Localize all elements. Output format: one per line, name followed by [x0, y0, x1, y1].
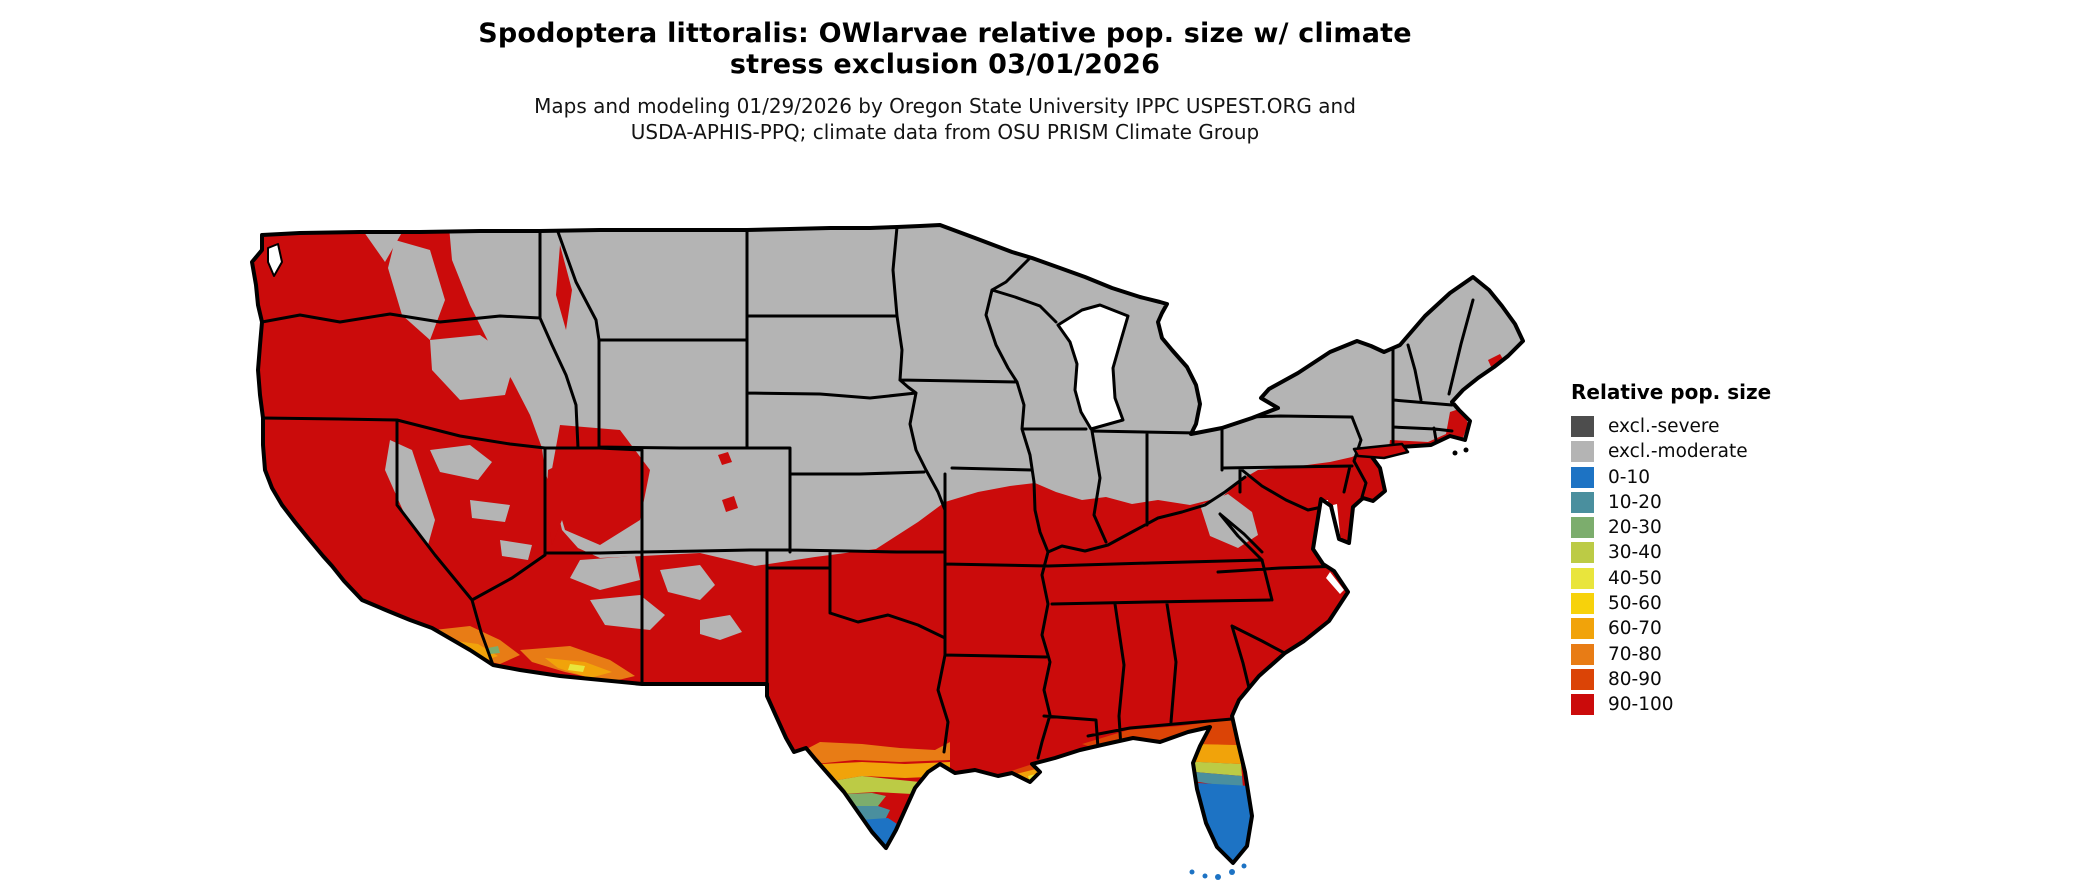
- legend-swatch-p30-40: [1571, 542, 1594, 564]
- figure-titles: Spodoptera littoralis: OWlarvae relative…: [0, 18, 1890, 145]
- legend-item-p40-50: 40-50: [1571, 567, 1861, 589]
- tx-band-60-70: [786, 762, 950, 792]
- legend-swatch-p90-100: [1571, 694, 1594, 716]
- legend-item-p90-100: 90-100: [1571, 694, 1861, 716]
- massachusetts-islands: [1452, 447, 1469, 456]
- long-island: [1352, 442, 1410, 460]
- legend-label-p50-60: 50-60: [1608, 593, 1662, 615]
- legend-item-p20-30: 20-30: [1571, 517, 1861, 539]
- legend-title: Relative pop. size: [1571, 380, 1772, 404]
- legend-label-p90-100: 90-100: [1608, 694, 1674, 716]
- southwest-green-speck: [488, 646, 500, 654]
- puget-sound-water: [267, 243, 283, 277]
- legend-item-p80-90: 80-90: [1571, 668, 1861, 690]
- legend-swatch-p20-30: [1571, 517, 1594, 539]
- tx-band-70-80: [782, 742, 950, 776]
- legend-swatch-excl-severe: [1571, 416, 1594, 437]
- florida-keys: [1189, 863, 1247, 880]
- legend-swatch-p60-70: [1571, 618, 1594, 640]
- subtitle-line-2: USDA-APHIS-PPQ; climate data from OSU PR…: [630, 120, 1260, 144]
- title-line-2: stress exclusion 03/01/2026: [729, 49, 1161, 80]
- legend-item-p10-20: 10-20: [1571, 491, 1861, 513]
- lake-michigan-water: [1056, 303, 1130, 431]
- legend-item-p50-60: 50-60: [1571, 593, 1861, 615]
- legend-item-p30-40: 30-40: [1571, 542, 1861, 564]
- legend-label-excl-moderate: excl.-moderate: [1608, 441, 1748, 463]
- legend-label-p70-80: 70-80: [1608, 643, 1662, 665]
- us-outline: [250, 223, 1525, 865]
- page-title: Spodoptera littoralis: OWlarvae relative…: [0, 18, 1890, 80]
- legend-label-p40-50: 40-50: [1608, 567, 1662, 589]
- legend-item-excl-moderate: excl.-moderate: [1571, 441, 1861, 463]
- legend-label-p10-20: 10-20: [1608, 491, 1662, 513]
- legend-swatch-p80-90: [1571, 668, 1594, 690]
- legend-swatch-p70-80: [1571, 643, 1594, 665]
- legend: Relative pop. size excl.-severe excl.-mod…: [1571, 380, 1861, 720]
- legend-swatch-excl-moderate: [1571, 441, 1594, 463]
- legend-swatch-p50-60: [1571, 593, 1594, 615]
- legend-label-p80-90: 80-90: [1608, 668, 1662, 690]
- legend-swatch-p40-50: [1571, 567, 1594, 589]
- legend-item-p0-10: 0-10: [1571, 466, 1861, 488]
- legend-label-p0-10: 0-10: [1608, 466, 1650, 488]
- legend-label-p60-70: 60-70: [1608, 618, 1662, 640]
- legend-item-p70-80: 70-80: [1571, 643, 1861, 665]
- page-subtitle: Maps and modeling 01/29/2026 by Oregon S…: [0, 93, 1890, 145]
- legend-label-p30-40: 30-40: [1608, 542, 1662, 564]
- subtitle-line-1: Maps and modeling 01/29/2026 by Oregon S…: [534, 94, 1356, 118]
- legend-items: excl.-severe excl.-moderate 0-10 10-20 20-30…: [1571, 416, 1861, 716]
- legend-label-excl-severe: excl.-severe: [1608, 416, 1720, 437]
- state-borders: [260, 225, 1475, 760]
- legend-label-p20-30: 20-30: [1608, 517, 1662, 539]
- legend-item-p60-70: 60-70: [1571, 618, 1861, 640]
- southwest-yellow-speck: [568, 664, 585, 672]
- legend-swatch-p0-10: [1571, 466, 1594, 488]
- legend-swatch-p10-20: [1571, 491, 1594, 513]
- legend-item-excl-severe: excl.-severe: [1571, 416, 1861, 437]
- title-line-1: Spodoptera littoralis: OWlarvae relative…: [478, 18, 1412, 49]
